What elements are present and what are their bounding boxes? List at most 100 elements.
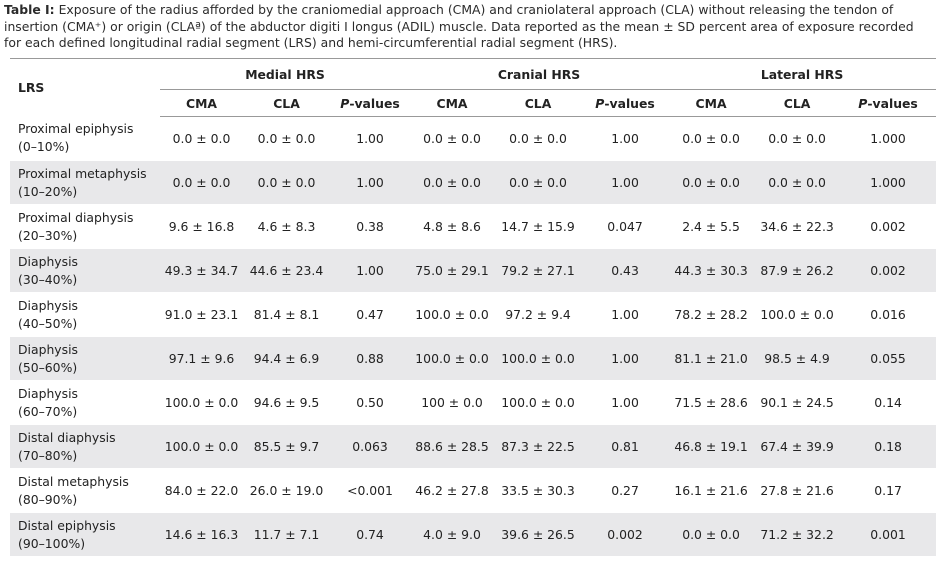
table-row: Proximal metaphysis (10–20%) 0.0 ± 0.0 0.0 … [10, 160, 937, 205]
segment-cell: Proximal metaphysis (10–20%) [10, 160, 160, 205]
value-cell: 0.74 [330, 512, 411, 557]
segment-range: (50–60%) [18, 359, 78, 375]
value-cell: 71.2 ± 32.2 [754, 512, 841, 557]
caption: Table I: Exposure of the radius afforded… [4, 2, 919, 52]
segment-range: (80–90%) [18, 491, 78, 507]
value-cell: 11.7 ± 7.1 [243, 512, 330, 557]
value-cell: 100.0 ± 0.0 [494, 380, 583, 425]
column-header: CMA [668, 89, 755, 117]
column-header: CLA [243, 89, 330, 117]
value-cell: 0.0 ± 0.0 [160, 160, 243, 205]
segment-name: Distal metaphysis [18, 473, 129, 489]
segment-cell: Diaphysis (30–40%) [10, 248, 160, 293]
value-cell: 78.2 ± 28.2 [668, 292, 755, 337]
value-cell: 0.0 ± 0.0 [668, 116, 755, 161]
value-cell: 71.5 ± 28.6 [668, 380, 755, 425]
value-cell: 67.4 ± 39.9 [754, 424, 841, 469]
caption-text: Exposure of the radius afforded by the c… [4, 2, 914, 50]
value-cell: 0.43 [582, 248, 669, 293]
value-cell: 4.6 ± 8.3 [243, 204, 330, 249]
value-cell: 0.0 ± 0.0 [754, 160, 841, 205]
value-cell: 97.2 ± 9.4 [494, 292, 583, 337]
value-cell: 0.016 [840, 292, 937, 337]
value-cell: 94.6 ± 9.5 [243, 380, 330, 425]
value-cell: 1.00 [330, 116, 411, 161]
value-cell: 0.0 ± 0.0 [668, 160, 755, 205]
column-header: P-values [840, 89, 937, 117]
value-cell: 81.1 ± 21.0 [668, 336, 755, 381]
value-cell: 4.8 ± 8.6 [410, 204, 495, 249]
value-cell: 88.6 ± 28.5 [410, 424, 495, 469]
segment-name: Distal epiphysis [18, 517, 116, 533]
segment-range: (40–50%) [18, 315, 78, 331]
value-cell: 1.000 [840, 116, 937, 161]
segment-range: (60–70%) [18, 403, 78, 419]
value-cell: 1.00 [582, 336, 669, 381]
segment-range: (90–100%) [18, 535, 86, 551]
value-cell: 34.6 ± 22.3 [754, 204, 841, 249]
segment-cell: Diaphysis (50–60%) [10, 336, 160, 381]
segment-name: Diaphysis [18, 297, 78, 313]
table-row: Proximal diaphysis (20–30%) 9.6 ± 16.8 4.6 … [10, 204, 937, 249]
value-cell: 1.00 [582, 116, 669, 161]
segment-name: Proximal epiphysis [18, 121, 134, 137]
segment-cell: Proximal diaphysis (20–30%) [10, 204, 160, 249]
value-cell: 1.00 [330, 160, 411, 205]
value-cell: 0.50 [330, 380, 411, 425]
value-cell: 44.6 ± 23.4 [243, 248, 330, 293]
value-cell: 0.38 [330, 204, 411, 249]
value-cell: 1.00 [582, 292, 669, 337]
table-row: Diaphysis (60–70%) 100.0 ± 0.0 94.6 ± 9.5 0.… [10, 380, 937, 425]
value-cell: 1.00 [330, 248, 411, 293]
segment-name: Proximal metaphysis [18, 165, 147, 181]
table-row: Proximal epiphysis (0–10%) 0.0 ± 0.0 0.0 ± … [10, 116, 937, 161]
value-cell: <0.001 [330, 468, 411, 513]
value-cell: 0.88 [330, 336, 411, 381]
table-head: LRS Medial HRS Cranial HRS Lateral HRS CMA C… [10, 58, 937, 117]
segment-name: Diaphysis [18, 385, 78, 401]
value-cell: 14.7 ± 15.9 [494, 204, 583, 249]
value-cell: 0.0 ± 0.0 [160, 116, 243, 161]
value-cell: 16.1 ± 21.6 [668, 468, 755, 513]
value-cell: 0.0 ± 0.0 [243, 160, 330, 205]
value-cell: 0.27 [582, 468, 669, 513]
value-cell: 2.4 ± 5.5 [668, 204, 755, 249]
segment-name: Distal diaphysis [18, 429, 116, 445]
value-cell: 0.18 [840, 424, 937, 469]
row-header: LRS [18, 80, 45, 96]
value-cell: 33.5 ± 30.3 [494, 468, 583, 513]
value-cell: 100.0 ± 0.0 [494, 336, 583, 381]
table-row: Diaphysis (40–50%) 91.0 ± 23.1 81.4 ± 8.1 0.… [10, 292, 937, 337]
segment-name: Proximal diaphysis [18, 209, 134, 225]
value-cell: 0.0 ± 0.0 [410, 116, 495, 161]
value-cell: 1.00 [582, 160, 669, 205]
value-cell: 0.17 [840, 468, 937, 513]
column-row: CMA CLA P-values CMA CLA P-values CMA CLA P-valu… [10, 89, 937, 117]
value-cell: 49.3 ± 34.7 [160, 248, 243, 293]
value-cell: 100.0 ± 0.0 [160, 380, 243, 425]
segment-cell: Distal epiphysis (90–100%) [10, 512, 160, 557]
segment-range: (30–40%) [18, 271, 78, 287]
segment-name: Diaphysis [18, 253, 78, 269]
value-cell: 0.002 [840, 204, 937, 249]
column-header: P-values [330, 89, 411, 117]
table-row: Diaphysis (50–60%) 97.1 ± 9.6 94.4 ± 6.9 0.8… [10, 336, 937, 381]
value-cell: 100 ± 0.0 [410, 380, 495, 425]
value-cell: 90.1 ± 24.5 [754, 380, 841, 425]
value-cell: 27.8 ± 21.6 [754, 468, 841, 513]
table-row: Distal epiphysis (90–100%) 14.6 ± 16.3 11.7… [10, 512, 937, 557]
value-cell: 0.0 ± 0.0 [243, 116, 330, 161]
group-header: Cranial HRS [410, 58, 669, 90]
value-cell: 87.9 ± 26.2 [754, 248, 841, 293]
value-cell: 39.6 ± 26.5 [494, 512, 583, 557]
segment-range: (20–30%) [18, 227, 78, 243]
column-header: CMA [410, 89, 495, 117]
value-cell: 0.002 [840, 248, 937, 293]
value-cell: 100.0 ± 0.0 [160, 424, 243, 469]
value-cell: 94.4 ± 6.9 [243, 336, 330, 381]
segment-cell: Proximal epiphysis (0–10%) [10, 116, 160, 161]
table-row: Distal diaphysis (70–80%) 100.0 ± 0.0 85.5 … [10, 424, 937, 469]
column-header: CMA [160, 89, 243, 117]
value-cell: 79.2 ± 27.1 [494, 248, 583, 293]
